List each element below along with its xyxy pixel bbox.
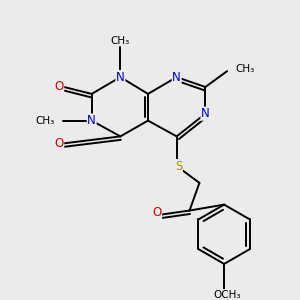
Text: S: S xyxy=(175,160,182,172)
Text: O: O xyxy=(54,80,64,94)
Text: N: N xyxy=(116,70,125,84)
Text: CH₃: CH₃ xyxy=(36,116,55,126)
Text: CH₃: CH₃ xyxy=(235,64,254,74)
Text: O: O xyxy=(54,137,64,150)
Text: OCH₃: OCH₃ xyxy=(213,290,241,300)
Text: CH₃: CH₃ xyxy=(111,35,130,46)
Text: N: N xyxy=(172,70,181,84)
Text: N: N xyxy=(87,114,96,127)
Text: O: O xyxy=(152,206,161,219)
Text: N: N xyxy=(201,107,210,120)
